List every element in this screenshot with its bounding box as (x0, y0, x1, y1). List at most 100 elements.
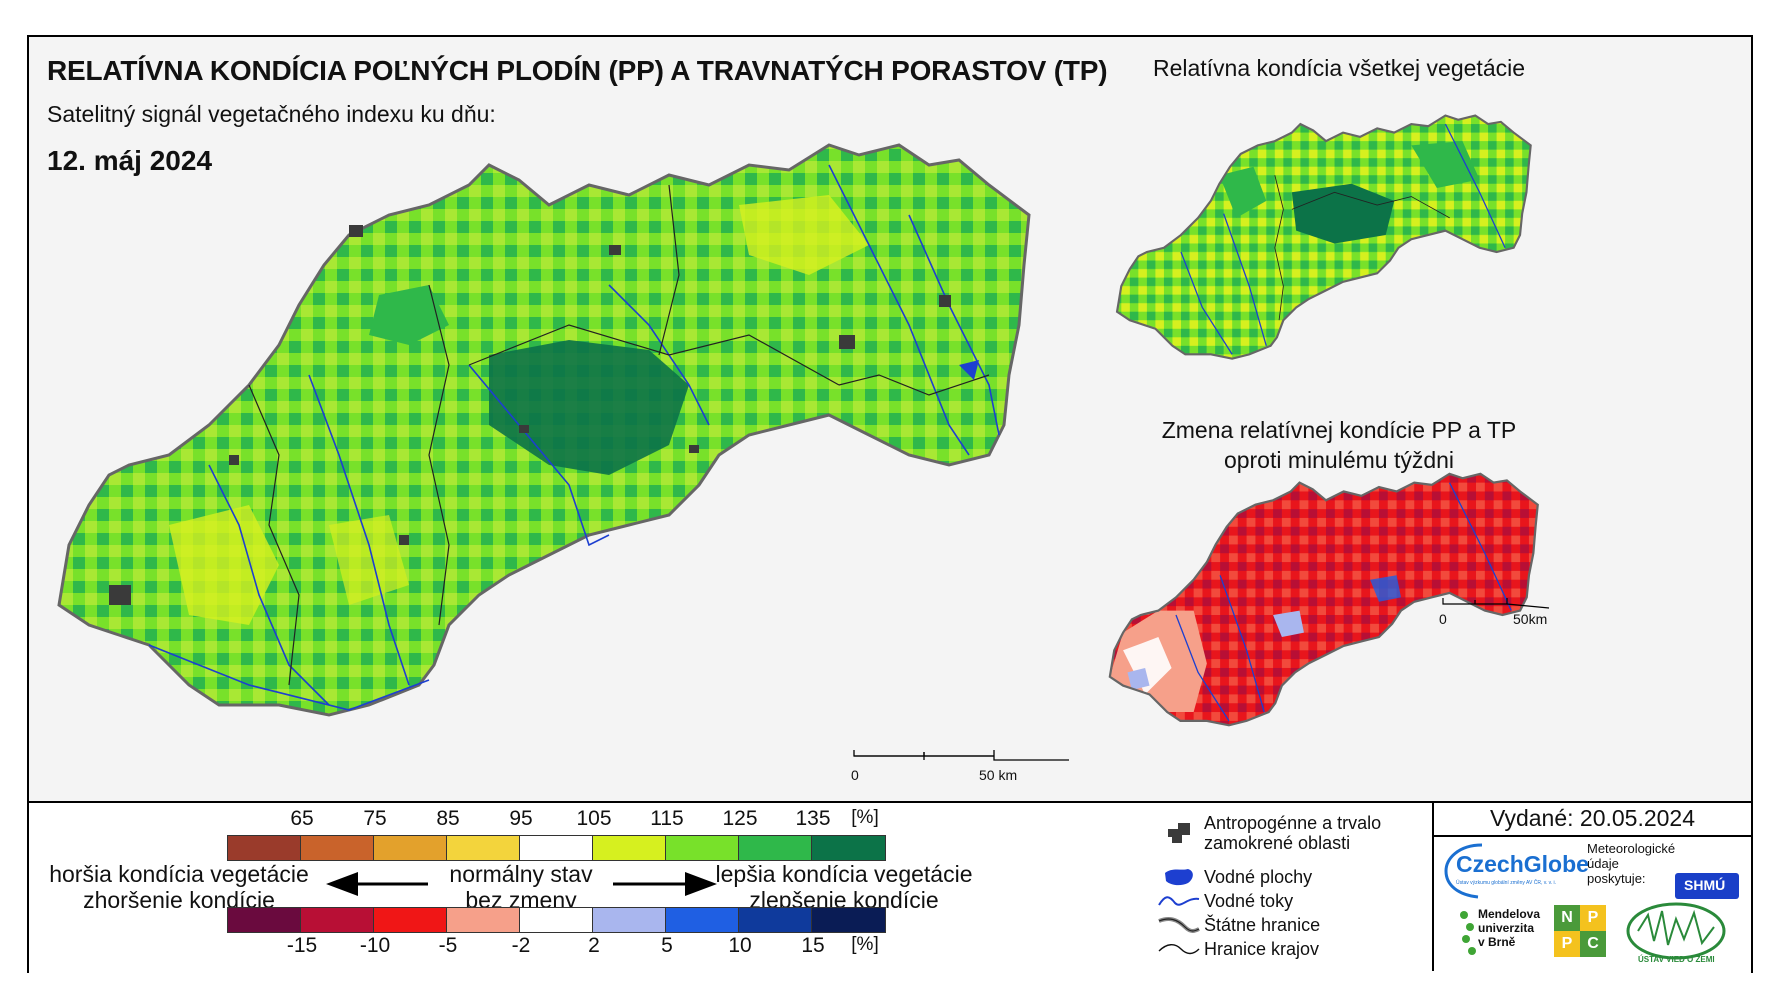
normal-line1: normálny stav (449, 861, 593, 887)
mendel-dots-icon (1460, 911, 1476, 955)
arrow-right-icon (613, 872, 717, 896)
main-title: RELATÍVNA KONDÍCIA POĽNÝCH PLODÍN (PP) A… (47, 55, 1108, 86)
worse-text: horšia kondícia vegetácie zhoršenie kond… (39, 861, 319, 913)
small-scalebar: 0 50km (1439, 598, 1550, 627)
condition-color-cell (228, 836, 301, 860)
condition-color-cell (301, 836, 374, 860)
date-label: 12. máj 2024 (47, 145, 213, 176)
legend-area: 65 75 85 95 105 115 125 135 [%] horšia k… (29, 801, 1751, 973)
change-scale-ticks: -15 -10 -5 -2 2 5 10 15 [%] (229, 934, 909, 958)
change-colorbar (227, 907, 886, 933)
legend-rivers: Vodné toky (1154, 889, 1293, 913)
arrow-left-icon (326, 872, 428, 896)
normal-text: normálny stav bez zmeny (421, 861, 621, 913)
condition-tick: 75 (363, 807, 387, 830)
urban-line1: Antropogénne a trvalo (1204, 813, 1382, 833)
change-unit: [%] (851, 934, 879, 955)
change-color-cell (666, 908, 739, 932)
worse-line1: horšia kondícia vegetácie (49, 861, 309, 887)
main-scalebar-end: 50 km (979, 767, 1017, 783)
ustav-vied-logo: ÚSTAV VIED O ZEMI (1638, 955, 1715, 964)
condition-tick: 105 (576, 807, 612, 830)
change-color-cell (447, 908, 520, 932)
condition-color-cell (666, 836, 739, 860)
change-title-line1: Zmena relatívnej kondície PP a TP (1161, 417, 1517, 443)
issued-logos-box: Vydané: 20.05.2024 CzechGlobe Ústav výzk… (1432, 801, 1751, 971)
change-color-cell (739, 908, 812, 932)
change-tick: 5 (661, 934, 673, 957)
condition-tick: 115 (650, 807, 684, 830)
region-border-icon (1158, 944, 1200, 955)
main-scalebar-zero: 0 (851, 767, 859, 783)
ustav-vied-logo-icon (1626, 902, 1726, 960)
river-icon (1158, 896, 1200, 906)
change-color-cell (520, 908, 593, 932)
change-tick: -5 (438, 934, 458, 957)
small-scalebar-zero: 0 (1439, 611, 1447, 627)
provider-line2: údaje (1587, 856, 1619, 871)
change-color-cell (812, 908, 885, 932)
condition-colorbar (227, 835, 886, 861)
czechglobe-logo-icon (1444, 843, 1483, 899)
urban-line2: zamokrené oblasti (1204, 833, 1351, 853)
condition-unit: [%] (851, 807, 879, 828)
condition-tick: 95 (509, 807, 533, 830)
condition-color-cell (447, 836, 520, 860)
condition-color-cell (520, 836, 593, 860)
mendel-line3: v Brně (1478, 935, 1516, 949)
provider-text: Meteorologické údaje poskytuje: (1587, 841, 1675, 886)
condition-color-cell (374, 836, 447, 860)
state-border-label: Štátne hranice (1204, 915, 1321, 935)
change-map (1108, 472, 1539, 727)
condition-color-cell (593, 836, 666, 860)
provider-line1: Meteorologické (1587, 841, 1676, 856)
condition-tick: 125 (722, 807, 758, 830)
shmu-logo-text: SHMÚ (1684, 877, 1726, 893)
provider-line3: poskytuje: (1587, 871, 1646, 886)
legend-state-border: Štátne hranice (1154, 913, 1320, 937)
change-color-cell (374, 908, 447, 932)
change-tick: -15 (286, 934, 318, 957)
better-line1: lepšia kondícia vegetácie (715, 861, 973, 887)
condition-scale-ticks: 65 75 85 95 105 115 125 135 [%] (229, 807, 909, 831)
mendel-logo: Mendelova univerzita v Brně (1478, 907, 1540, 949)
state-border-icon (1158, 917, 1200, 933)
subtitle: Satelitný signál vegetačného indexu ku d… (47, 101, 496, 127)
mendel-line2: univerzita (1478, 921, 1535, 935)
change-tick: 10 (728, 934, 752, 957)
urban-area-icon (1168, 823, 1190, 843)
shmu-logo: SHMÚ (1675, 873, 1739, 899)
change-tick: -10 (359, 934, 391, 957)
mendel-line1: Mendelova (1478, 907, 1541, 921)
issued-date: Vydané: 20.05.2024 (1434, 801, 1751, 837)
small-scalebar-end: 50km (1513, 611, 1547, 627)
nppc-cell: P (1580, 905, 1606, 931)
main-condition-map (57, 143, 1031, 717)
czechglobe-logo: CzechGlobe (1456, 851, 1589, 877)
nppc-cell: C (1580, 931, 1606, 957)
legend-water-bodies: Vodné plochy (1154, 865, 1312, 889)
nppc-logo: N P P C (1554, 905, 1606, 957)
change-tick: 2 (588, 934, 600, 957)
change-color-cell (228, 908, 301, 932)
main-scalebar: 0 50 km (851, 750, 1069, 783)
change-tick: -2 (511, 934, 531, 957)
czechglobe-sub: Ústav výzkumu globální změny AV ČR, v. v… (1456, 880, 1557, 886)
water-body-icon (1165, 869, 1193, 886)
legend-urban: Antropogénne a trvalo zamokrené oblasti (1154, 813, 1381, 853)
condition-tick: 85 (436, 807, 460, 830)
map-frame: RELATÍVNA KONDÍCIA POĽNÝCH PLODÍN (PP) A… (27, 35, 1753, 973)
condition-tick: 135 (795, 807, 831, 830)
all-vegetation-map (1115, 114, 1532, 360)
better-text: lepšia kondícia vegetácie zlepšenie kond… (694, 861, 994, 913)
rivers-label: Vodné toky (1204, 891, 1294, 911)
nppc-cell: P (1554, 931, 1580, 957)
water-bodies-label: Vodné plochy (1204, 867, 1313, 887)
condition-color-cell (739, 836, 812, 860)
legend-region-border: Hranice krajov (1154, 937, 1319, 961)
condition-color-cell (812, 836, 885, 860)
region-border-label: Hranice krajov (1204, 939, 1320, 959)
change-color-cell (301, 908, 374, 932)
all-vegetation-title: Relatívna kondícia všetkej vegetácie (1152, 55, 1526, 81)
change-title-line2: oproti minulému týždni (1223, 447, 1455, 473)
